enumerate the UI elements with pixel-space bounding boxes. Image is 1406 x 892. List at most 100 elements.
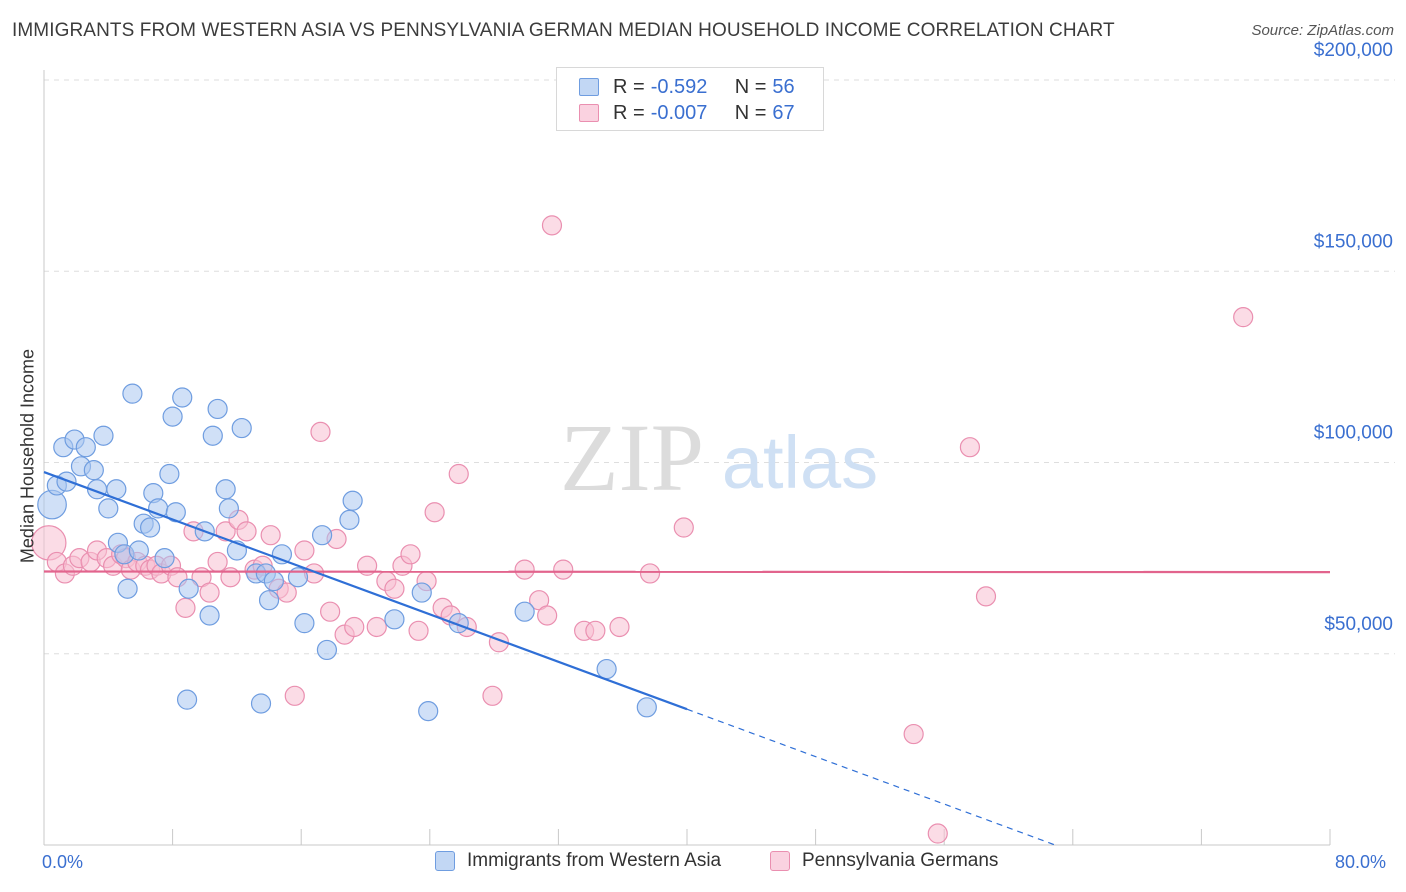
data-point-pink	[959, 437, 981, 458]
data-point-pink	[260, 525, 281, 546]
stats-row-pink: R = -0.007 N = 67	[579, 100, 795, 126]
data-point-blue	[159, 463, 180, 485]
data-point-pink	[541, 215, 563, 236]
blue-swatch	[579, 78, 599, 96]
data-point-pink	[514, 559, 535, 580]
data-point-pink	[537, 605, 558, 626]
data-point-blue	[202, 425, 223, 446]
data-point-blue	[418, 701, 439, 722]
data-point-pink	[424, 502, 445, 523]
data-point-blue	[199, 605, 220, 626]
data-point-blue	[207, 398, 228, 420]
data-point-blue	[636, 697, 657, 718]
data-point-blue	[339, 509, 360, 530]
data-point-pink	[310, 421, 331, 442]
data-point-pink	[609, 616, 630, 638]
n-value: 67	[772, 101, 795, 124]
data-point-pink	[585, 620, 606, 641]
chart-title: IMMIGRANTS FROM WESTERN ASIA VS PENNSYLV…	[12, 20, 1115, 41]
data-point-pink	[673, 517, 694, 538]
data-point-blue	[514, 601, 535, 622]
data-point-blue	[250, 693, 272, 714]
data-point-pink	[199, 582, 220, 603]
data-point-pink	[284, 685, 305, 706]
n-label: N =	[734, 101, 767, 124]
data-point-blue	[172, 387, 193, 408]
data-point-pink	[400, 544, 421, 565]
data-point-blue	[162, 406, 183, 427]
y-tick-label: $100,000	[1314, 423, 1393, 444]
data-point-pink	[344, 616, 365, 638]
r-value: -0.007	[650, 101, 708, 124]
legend-label-pink: Pennsylvania Germans	[802, 850, 999, 871]
y-tick-labels: $50,000 $100,000 $150,000 $200,000	[1314, 40, 1393, 635]
r-value: -0.592	[650, 75, 708, 98]
series-legend: Immigrants from Western Asia Pennsylvani…	[0, 850, 1406, 878]
data-point-pink	[639, 563, 661, 584]
stats-row-blue: R = -0.592 N = 56	[579, 74, 795, 100]
blue-swatch	[435, 851, 455, 871]
data-point-blue	[83, 460, 104, 481]
data-point-blue	[263, 570, 284, 592]
data-point-pink	[384, 578, 405, 599]
legend-label-blue: Immigrants from Western Asia	[467, 850, 722, 871]
data-point-blue	[75, 437, 96, 458]
data-point-pink	[1233, 307, 1254, 328]
data-point-blue	[316, 639, 338, 661]
data-point-blue	[122, 383, 143, 404]
legend-item-pink: Pennsylvania Germans	[770, 850, 998, 872]
data-point-blue	[37, 489, 67, 520]
y-tick-label: $150,000	[1314, 231, 1393, 252]
data-point-pink	[294, 540, 315, 561]
y-tick-label: $200,000	[1314, 40, 1393, 61]
data-point-blue	[218, 498, 239, 519]
x-tick-label-left: 0.0%	[42, 852, 84, 872]
data-point-blue	[56, 471, 77, 492]
data-point-blue	[139, 517, 161, 538]
data-point-pink	[236, 521, 257, 542]
data-point-pink	[320, 601, 341, 622]
trend-line-pink-solid	[43, 570, 1331, 574]
data-point-blue	[98, 498, 119, 519]
watermark-atlas: atlas	[722, 421, 878, 504]
pink-swatch	[579, 104, 599, 122]
r-label: R =	[613, 101, 645, 124]
data-point-blue	[294, 613, 315, 634]
series-pink-points	[31, 215, 1254, 844]
data-point-blue	[178, 578, 199, 599]
legend-item-blue: Immigrants from Western Asia	[435, 850, 721, 872]
data-point-pink	[175, 597, 196, 618]
data-point-blue	[117, 578, 138, 599]
y-tick-label: $50,000	[1324, 614, 1393, 635]
data-point-pink	[927, 823, 948, 844]
data-point-pink	[357, 555, 378, 576]
source-label: Source: ZipAtlas.com	[1251, 22, 1394, 39]
data-point-blue	[342, 490, 363, 511]
data-point-blue	[154, 548, 175, 569]
data-point-pink	[207, 551, 228, 573]
r-label: R =	[613, 75, 645, 98]
data-point-pink	[215, 521, 236, 542]
data-point-pink	[448, 463, 469, 485]
data-point-blue	[215, 479, 236, 500]
data-point-pink	[975, 586, 997, 607]
data-point-blue	[258, 590, 280, 611]
data-point-blue	[176, 689, 198, 710]
data-point-pink	[482, 685, 503, 706]
data-point-pink	[553, 559, 574, 580]
series-blue-points	[37, 383, 657, 722]
data-point-blue	[128, 540, 149, 561]
pink-swatch	[770, 851, 790, 871]
data-point-pink	[408, 620, 429, 641]
y-axis-label: Median Household Income	[17, 348, 38, 564]
data-point-pink	[276, 582, 297, 603]
stats-legend: R = -0.592 N = 56 R = -0.007 N = 67	[556, 67, 824, 131]
n-label: N =	[734, 75, 767, 98]
data-point-blue	[311, 525, 333, 546]
trend-line-blue-dashed	[686, 708, 1057, 847]
data-point-pink	[903, 723, 924, 745]
data-point-blue	[384, 609, 405, 630]
n-value: 56	[772, 75, 795, 98]
trend-line-blue-solid	[43, 471, 688, 711]
